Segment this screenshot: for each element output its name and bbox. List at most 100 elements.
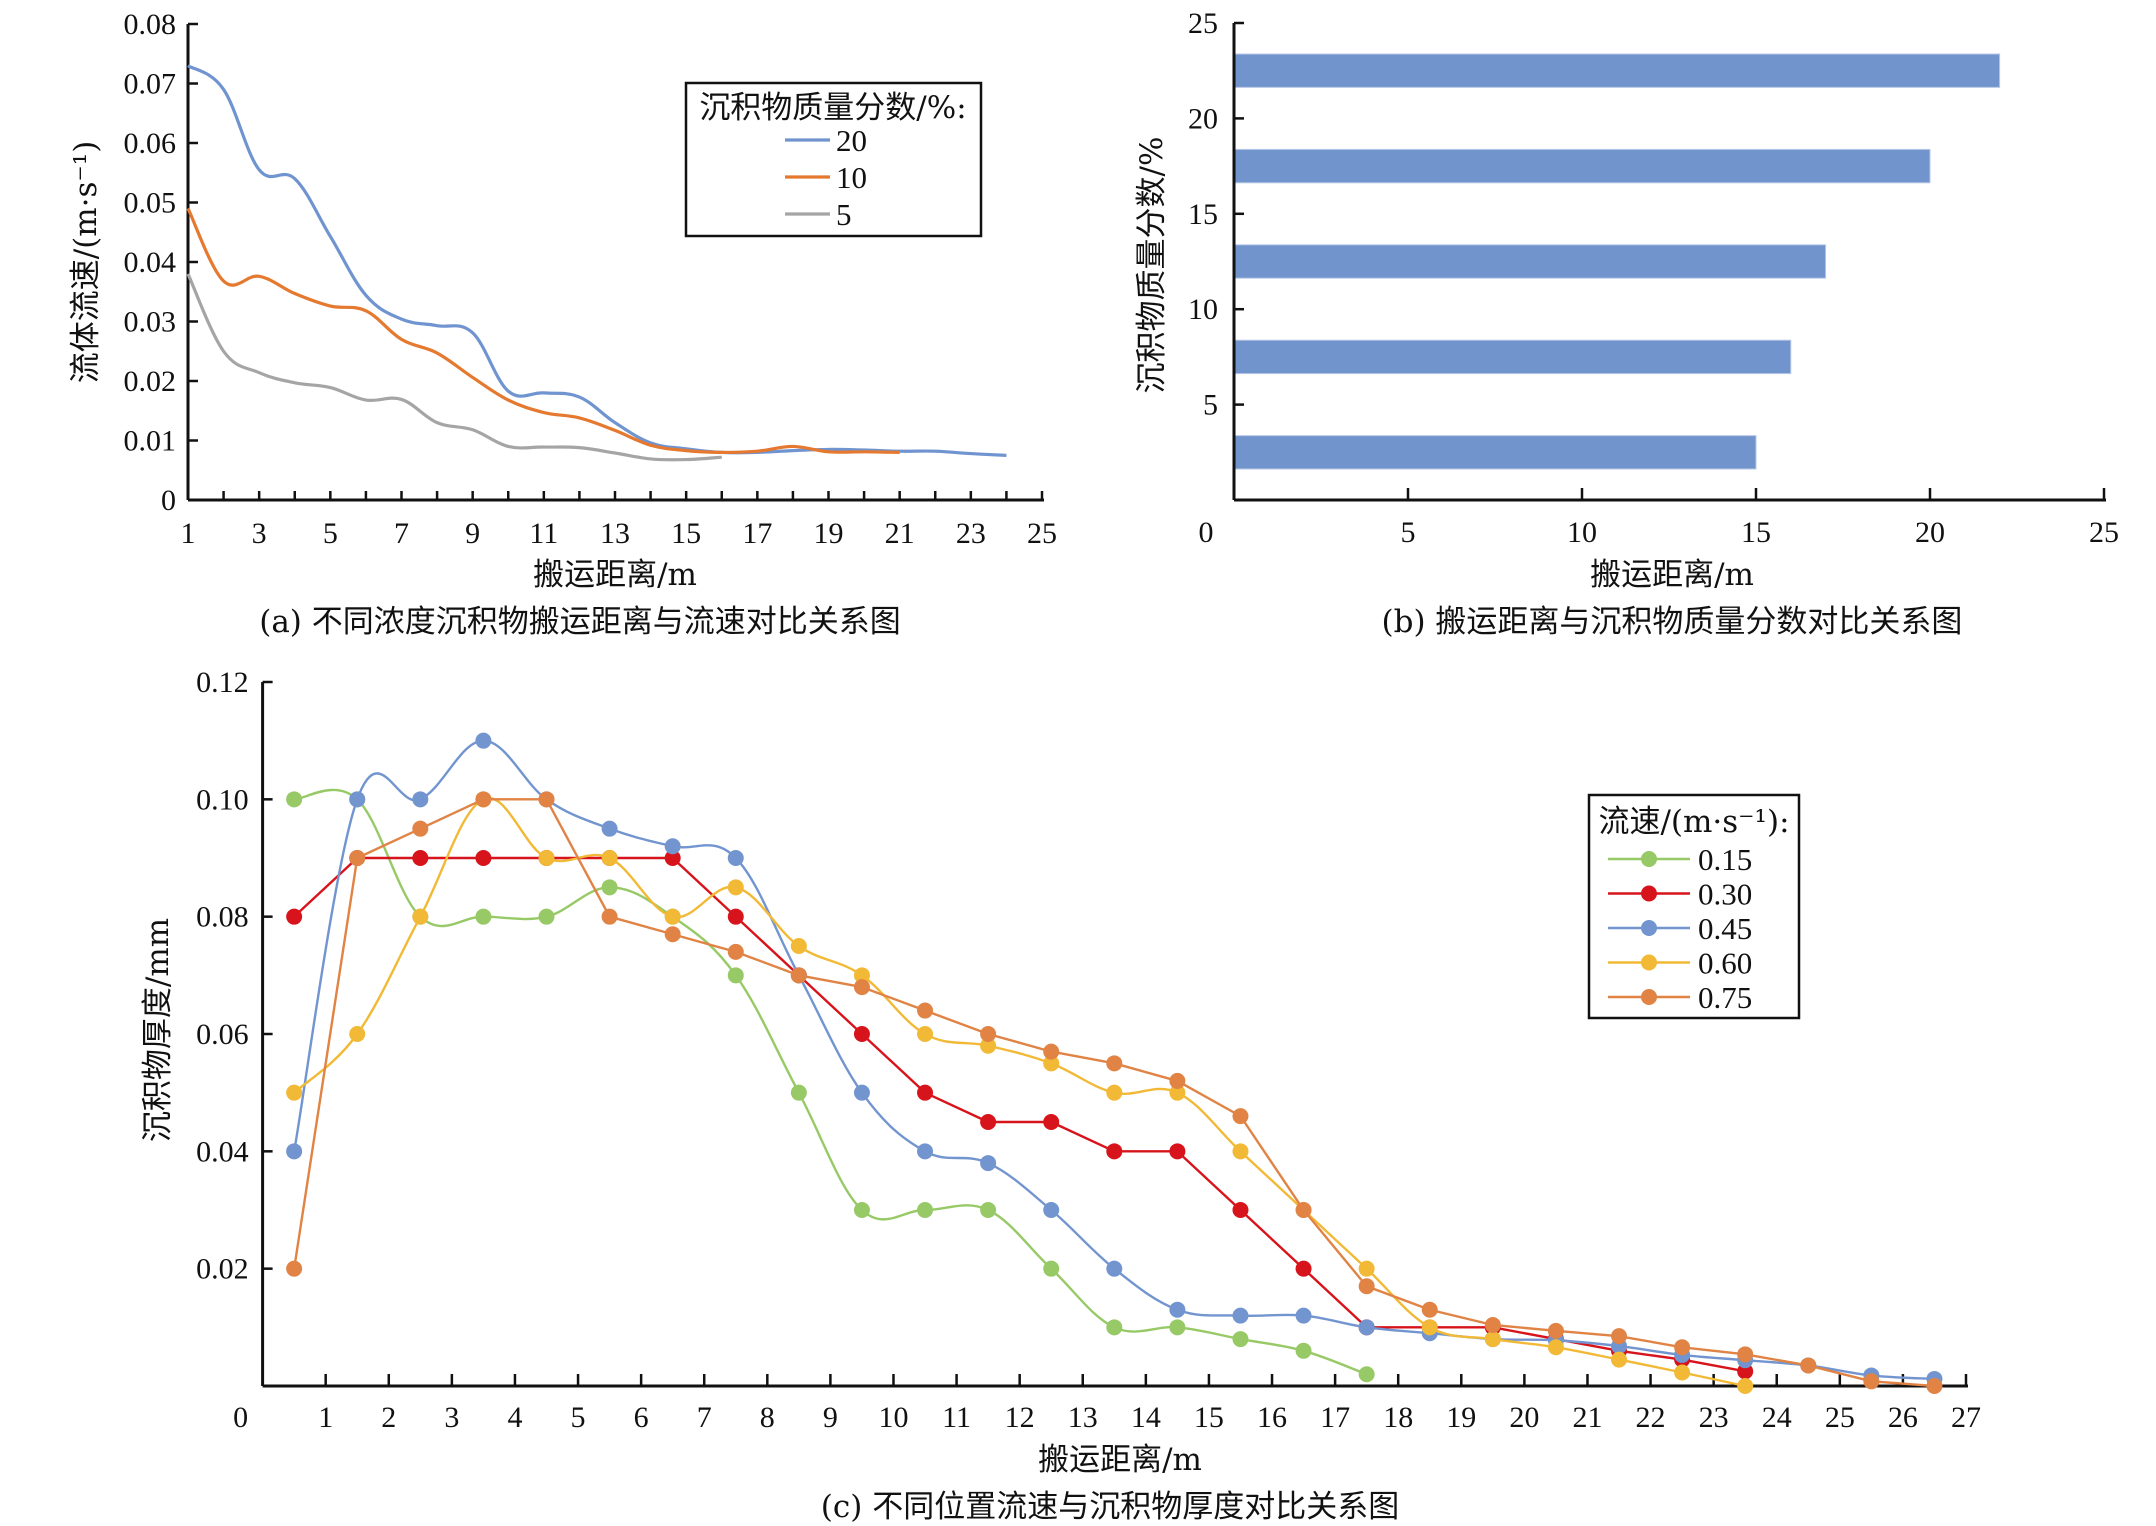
chart-c-point-0.15 [727, 967, 744, 984]
chart-c-point-0.45 [1106, 1260, 1123, 1277]
chart-c-xlabel: 搬运距离/m [1038, 1442, 1202, 1478]
chart-a-axes: 1 3 5 7 9 11 13 15 17 19 21 23 2500.010.020.030.040.… [124, 8, 1058, 550]
chart-c-x-tick-label: 16 [1257, 1401, 1287, 1434]
chart-c-point-0.60 [1547, 1339, 1564, 1356]
chart-c-legend-label-0.75: 0.75 [1698, 980, 1752, 1015]
chart-c-point-0.75 [727, 943, 744, 960]
chart-b-bar [1233, 339, 1792, 375]
chart-c-point-0.30 [475, 850, 492, 866]
chart-c-point-0.75 [917, 1002, 934, 1019]
chart-c-point-0.45 [475, 732, 492, 749]
chart-c-y-tick-label: 0.12 [196, 666, 249, 699]
chart-b-caption: (b) 搬运距离与沉积物质量分数对比关系图 [1382, 604, 1963, 640]
chart-c-point-0.75 [1484, 1316, 1501, 1333]
chart-c-point-0.15 [917, 1202, 934, 1218]
chart-c-x-tick-label: 14 [1131, 1401, 1161, 1434]
chart-c-x-tick-label: 19 [1446, 1401, 1476, 1434]
chart-c-point-0.75 [1043, 1043, 1060, 1060]
chart-c-point-0.60 [1358, 1260, 1375, 1277]
chart-c-point-0.60 [1611, 1351, 1628, 1368]
chart-c-legend-swatch-marker-0.30 [1641, 885, 1657, 902]
chart-c-point-0.75 [475, 791, 492, 808]
chart-c-axes: 0 1 2 3 4 5 6 7 8 9 10 11 12 13 14 15 16 17 18 19 20 21 22 23 24… [196, 666, 1981, 1434]
chart-a-x-tick-label: 15 [671, 517, 701, 550]
chart-a-x-tick-label: 9 [465, 517, 480, 550]
chart-b-y-tick-label: 20 [1188, 102, 1218, 135]
chart-a-legend-box [684, 81, 983, 238]
chart-a-xlabel: 搬运距离/m [533, 557, 697, 593]
chart-a-x-tick-label: 5 [323, 517, 338, 550]
chart-c-x-tick-label: 21 [1572, 1401, 1602, 1434]
chart-c-point-0.75 [1295, 1202, 1312, 1218]
chart-c-series-line-0.30 [293, 856, 1746, 1373]
chart-c-point-0.30 [664, 850, 681, 866]
chart-c-point-0.15 [1106, 1319, 1123, 1336]
chart-b-x-tick-label: 20 [1915, 516, 1945, 549]
chart-c-series-0.30 [286, 850, 1754, 1380]
chart-c-point-0.30 [286, 908, 303, 925]
chart-c-point-0.75 [286, 1260, 303, 1277]
chart-c-x-tick-label: 18 [1383, 1401, 1413, 1434]
chart-c-point-0.60 [349, 1026, 366, 1042]
chart-c-legend-swatch-marker-0.60 [1641, 954, 1657, 971]
chart-c-point-0.75 [1106, 1055, 1123, 1072]
chart-c-x-tick-label: 2 [381, 1401, 396, 1434]
chart-c-point-0.60 [853, 967, 870, 984]
chart-c-point-0.60 [664, 908, 681, 925]
chart-c-point-0.15 [1232, 1331, 1249, 1348]
chart-a-legend-title: 沉积物质量分数/%: [699, 90, 966, 126]
chart-c-point-0.45 [1043, 1202, 1060, 1218]
chart-b-axes: 0 5 10 15 20 25 5 10 15 20 25 [1188, 7, 2119, 549]
chart-c-series [286, 732, 1943, 1394]
chart-c-x-tick-label: 4 [507, 1401, 522, 1434]
chart-c-point-0.75 [1737, 1346, 1754, 1363]
chart-c-point-0.15 [790, 1084, 807, 1101]
chart-c-y-tick-label: 0.08 [196, 901, 249, 934]
chart-c-deposit-thickness: 0 1 2 3 4 5 6 7 8 9 10 11 12 13 14 15 16 17 18 19 20 21 22 23 24… [140, 666, 1981, 1525]
chart-a-series-line-5 [186, 273, 722, 462]
chart-c-series-0.75 [286, 791, 1943, 1394]
chart-c-legend-label-0.60: 0.60 [1698, 946, 1752, 981]
chart-c-point-0.75 [1863, 1373, 1880, 1390]
chart-c-point-0.45 [727, 850, 744, 866]
chart-c-x-tick-label: 12 [1005, 1401, 1035, 1434]
chart-a-y-tick-label: 0.01 [124, 425, 177, 458]
chart-a-flow-velocity: 1 3 5 7 9 11 13 15 17 19 21 23 2500.010.020.030.040.… [68, 8, 1057, 640]
chart-c-point-0.30 [412, 850, 429, 866]
chart-b-x-tick-label: 10 [1567, 516, 1597, 549]
chart-c-point-0.15 [853, 1202, 870, 1218]
chart-a-x-tick-label: 21 [885, 517, 915, 550]
chart-c-point-0.45 [601, 820, 618, 837]
chart-a-x-tick-label: 11 [529, 517, 558, 550]
chart-c-point-0.30 [1232, 1202, 1249, 1218]
chart-c-x-tick-label: 15 [1194, 1401, 1224, 1434]
chart-c-point-0.60 [790, 938, 807, 954]
chart-a-series-line-10 [186, 207, 900, 455]
chart-b-bar [1233, 53, 2001, 88]
chart-c-point-0.30 [727, 908, 744, 925]
chart-a-y-tick-label: 0.04 [124, 246, 177, 279]
chart-c-point-0.60 [1484, 1331, 1501, 1348]
chart-c-x-tick-label: 9 [823, 1401, 838, 1434]
chart-c-x-tick-label: 26 [1888, 1401, 1918, 1434]
chart-c-legend-label-0.45: 0.45 [1698, 911, 1752, 946]
chart-a-x-tick-label: 3 [252, 517, 267, 550]
chart-a-x-tick-label: 7 [394, 517, 409, 550]
chart-a-series [186, 64, 1007, 462]
chart-a-caption: (a) 不同浓度沉积物搬运距离与流速对比关系图 [259, 604, 901, 640]
chart-c-x-tick-label: 27 [1951, 1401, 1981, 1434]
chart-a-legend-label-20: 20 [836, 123, 867, 158]
chart-c-point-0.30 [1043, 1114, 1060, 1130]
chart-a-legend-label-10: 10 [836, 160, 867, 195]
chart-c-point-0.15 [1169, 1319, 1186, 1336]
chart-c-point-0.45 [1358, 1319, 1375, 1336]
chart-a-x-tick-label: 1 [181, 517, 196, 550]
chart-c-point-0.45 [917, 1143, 934, 1160]
chart-c-x-tick-label: 13 [1068, 1401, 1098, 1434]
chart-a-y-tick-label: 0.05 [124, 187, 177, 220]
chart-c-x-tick-label: 23 [1699, 1401, 1729, 1434]
chart-c-point-0.60 [1421, 1319, 1438, 1336]
chart-c-point-0.60 [980, 1037, 997, 1054]
chart-c-point-0.75 [1169, 1072, 1186, 1089]
chart-c-point-0.75 [1800, 1357, 1817, 1374]
